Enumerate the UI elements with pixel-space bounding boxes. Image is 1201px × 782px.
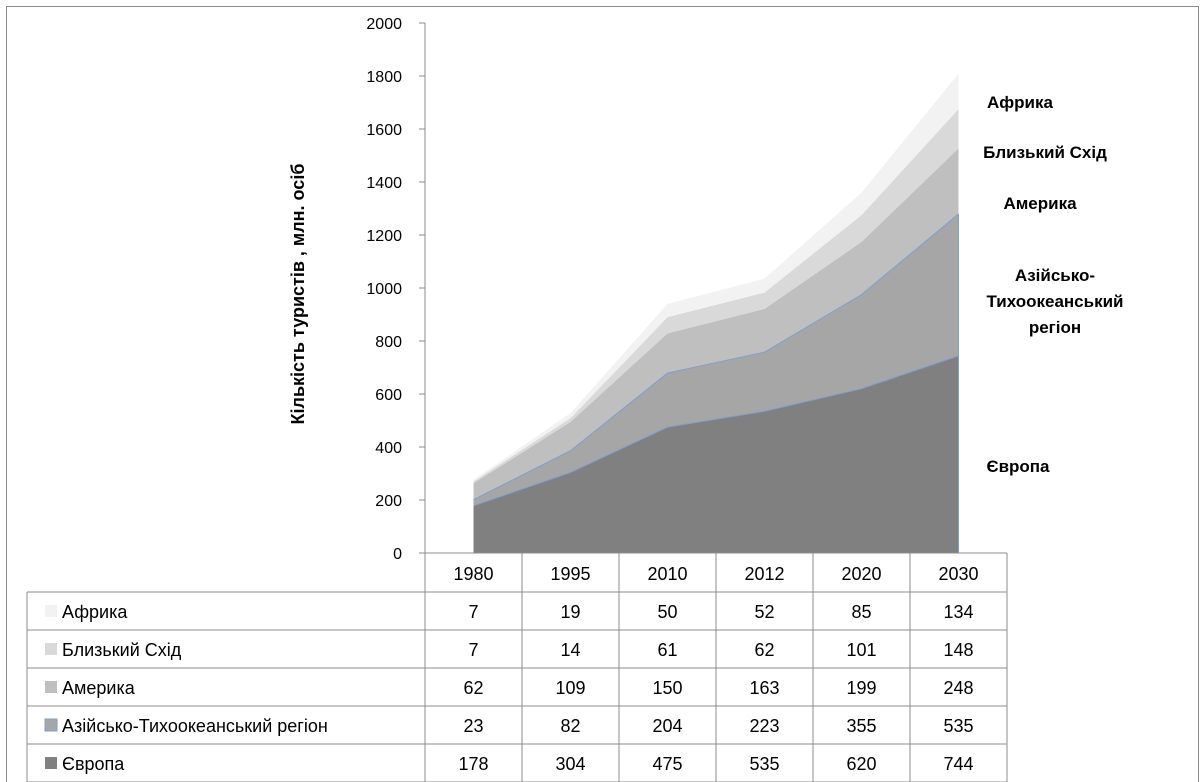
table-cell-value: 62: [463, 678, 483, 698]
y-axis-label: Кількість туристів , млн. осіб: [288, 164, 308, 425]
y-tick-label: 1200: [366, 228, 402, 245]
table-cell-value: 85: [851, 602, 871, 622]
table-cell-value: 163: [749, 678, 779, 698]
table-cell-value: 178: [458, 754, 488, 774]
table-cell-value: 7: [468, 640, 478, 660]
y-tick-label: 600: [375, 387, 402, 404]
row-series-name: Європа: [62, 754, 125, 774]
chart-frame: [6, 6, 1199, 782]
x-category-label: 1995: [550, 564, 590, 584]
y-tick-label: 1800: [366, 69, 402, 86]
table-cell-value: 23: [463, 716, 483, 736]
table-cell-value: 61: [657, 640, 677, 660]
table-cell-value: 475: [652, 754, 682, 774]
table-cell-value: 109: [555, 678, 585, 698]
area-edge-0: [473, 355, 959, 507]
y-tick-label: 1400: [366, 175, 402, 192]
area-label-африка: Африка: [987, 93, 1053, 112]
table-cell-value: 304: [555, 754, 585, 774]
row-series-name: Америка: [62, 678, 136, 698]
table-cell-value: 620: [846, 754, 876, 774]
legend-swatch-африка: [45, 605, 57, 617]
table-cell-value: 14: [560, 640, 580, 660]
area-labels-group: Африка Близький Схід Америка Азійсько-Тихоо…: [983, 93, 1123, 476]
data-table: 1980 1995 2010 2012 2020 2030 Африка 7 19 50 52 85 1…: [26, 552, 1008, 782]
row-series-name: Африка: [62, 602, 128, 622]
table-cell-value: 150: [652, 678, 682, 698]
y-tick-label: 2000: [366, 16, 402, 33]
x-category-label: 2010: [647, 564, 687, 584]
area-америка: [473, 148, 959, 500]
y-axis: 0 200 400 600 800 1000 1200 1400 1600 1800 2000: [366, 16, 426, 563]
table-cell-value: 148: [943, 640, 973, 660]
table-cell-value: 62: [754, 640, 774, 660]
area-label-європа: Європа: [986, 457, 1050, 476]
x-category-label: 1980: [453, 564, 493, 584]
y-tick-label: 1000: [366, 281, 402, 298]
x-category-label: 2030: [938, 564, 978, 584]
legend-swatch-азійсько-тихоокеанський-регіон: [44, 718, 58, 732]
area-edge-1: [473, 213, 959, 501]
table-row-африка: Африка 7 19 50 52 85 134: [45, 602, 974, 622]
legend-swatch-близький-схід: [45, 643, 57, 655]
table-cell-value: 535: [749, 754, 779, 774]
y-tick-label: 200: [375, 493, 402, 510]
area-label-близький-схід: Близький Схід: [983, 143, 1107, 162]
row-series-name: Азійсько-Тихоокеанський регіон: [62, 716, 328, 736]
table-row-америка: Америка 62 109 150 163 199 248: [45, 678, 974, 698]
table-cell-value: 535: [943, 716, 973, 736]
table-row-європа: Європа 178 304 475 535 620 744: [45, 754, 974, 774]
table-cell-value: 52: [754, 602, 774, 622]
y-tick-label: 1600: [366, 122, 402, 139]
table-cell-value: 19: [560, 602, 580, 622]
table-cell-value: 744: [943, 754, 973, 774]
area-європа: [473, 355, 959, 553]
y-tick-label: 0: [393, 546, 402, 563]
row-series-name: Близький Схід: [62, 640, 182, 660]
table-cell-value: 50: [657, 602, 677, 622]
table-cell-value: 134: [943, 602, 973, 622]
area-series-group: [473, 73, 959, 553]
area-label-азійсько-тихоокеанський-регіон: Азійсько-Тихоокеанський регіон: [987, 266, 1124, 337]
table-row-близький-схід: Близький Схід 7 14 61 62 101 148: [45, 640, 974, 660]
y-tick-label: 800: [375, 334, 402, 351]
table-cell-value: 101: [846, 640, 876, 660]
x-category-label: 2020: [841, 564, 881, 584]
table-cell-value: 355: [846, 716, 876, 736]
table-row-азійсько-тихоокеанський-регіон: Азійсько-Тихоокеанський регіон 23 82 204 223…: [44, 716, 974, 736]
y-tick-label: 400: [375, 440, 402, 457]
legend-swatch-європа: [45, 757, 57, 769]
table-cell-value: 248: [943, 678, 973, 698]
legend-swatch-америка: [45, 681, 57, 693]
table-cell-value: 82: [560, 716, 580, 736]
area-label-америка: Америка: [1003, 194, 1077, 213]
table-cell-value: 204: [652, 716, 682, 736]
table-cell-value: 199: [846, 678, 876, 698]
area-азійсько-тихоокеанський-регіон: [473, 214, 959, 506]
table-cell-value: 7: [468, 602, 478, 622]
table-cell-value: 223: [749, 716, 779, 736]
x-category-label: 2012: [744, 564, 784, 584]
